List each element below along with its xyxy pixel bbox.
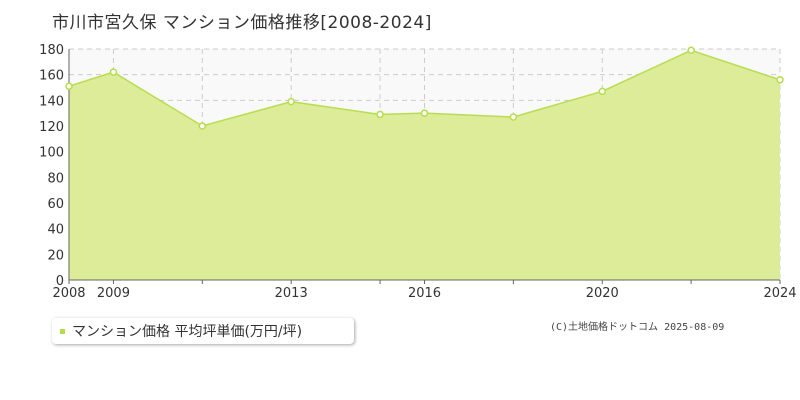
y-tick-label: 60 bbox=[47, 197, 64, 212]
data-point bbox=[65, 82, 73, 90]
series-line bbox=[68, 49, 781, 127]
y-tick-label: 100 bbox=[39, 146, 64, 161]
legend: マンション価格 平均坪単価(万円/坪) bbox=[52, 318, 354, 344]
x-tick-label: 2009 bbox=[97, 286, 130, 301]
y-tick-label: 180 bbox=[39, 43, 64, 58]
data-point bbox=[420, 109, 429, 117]
y-tick-label: 80 bbox=[47, 171, 64, 186]
y-tick-label: 120 bbox=[39, 120, 64, 135]
y-tick-label: 0 bbox=[56, 274, 64, 289]
data-point bbox=[598, 87, 606, 96]
series-area bbox=[69, 50, 780, 281]
data-point bbox=[109, 68, 118, 76]
x-tick-label: 2016 bbox=[408, 286, 441, 301]
x-tick-label: 2024 bbox=[763, 286, 796, 301]
x-tick-label: 2020 bbox=[586, 286, 619, 301]
legend-label: マンション価格 平均坪単価(万円/坪) bbox=[72, 324, 303, 340]
x-tick-label: 2013 bbox=[275, 286, 308, 301]
y-tick-label: 40 bbox=[47, 223, 64, 238]
x-tick-label: 2008 bbox=[52, 286, 85, 301]
y-tick-label: 20 bbox=[47, 248, 64, 263]
data-point bbox=[287, 97, 295, 106]
chart-title: 市川市宮久保 マンション価格推移[2008-2024] bbox=[52, 13, 432, 33]
data-point bbox=[376, 110, 384, 119]
credit-text: (C)土地価格ドットコム 2025-08-09 bbox=[550, 322, 725, 333]
data-point bbox=[509, 113, 518, 121]
y-tick-label: 160 bbox=[39, 69, 64, 84]
y-tick-label: 140 bbox=[39, 94, 64, 109]
legend-swatch bbox=[60, 329, 65, 334]
data-point bbox=[776, 76, 784, 84]
data-point bbox=[198, 122, 207, 130]
data-point bbox=[687, 46, 695, 55]
